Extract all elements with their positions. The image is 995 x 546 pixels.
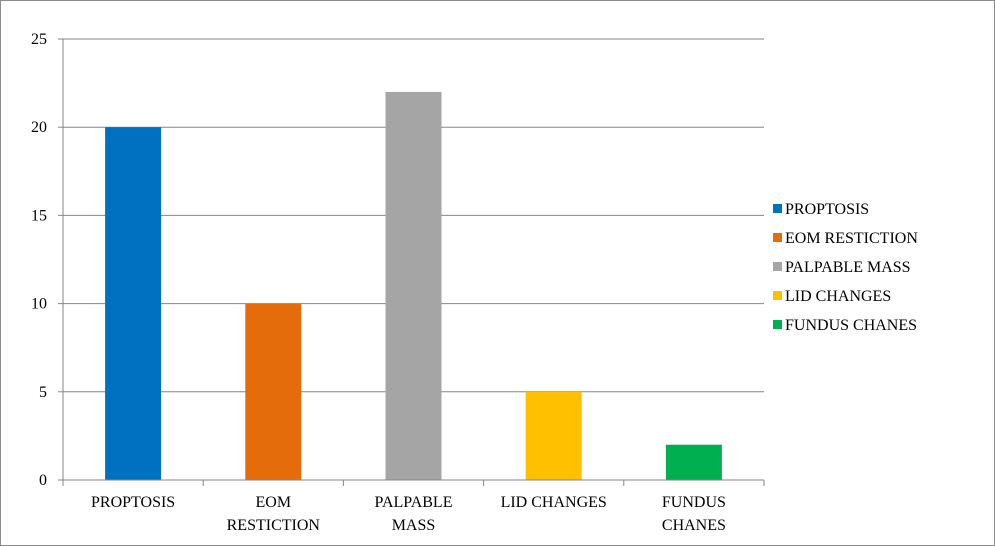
x-tick-label-line: LID CHANGES (501, 494, 607, 511)
y-tick-labels: 0 5 10 15 20 25 (31, 31, 47, 489)
y-tick-label: 5 (39, 384, 47, 401)
x-tick-label: FUNDUS CHANES (662, 494, 726, 534)
legend-swatch (773, 320, 782, 329)
legend: PROPTOSIS EOM RESTICTION PALPABLE MASS LID … (773, 201, 918, 334)
legend-swatch (773, 204, 782, 213)
legend-swatch (773, 291, 782, 300)
x-tick-label: PROPTOSIS (91, 494, 175, 511)
x-tick-label-line: FUNDUS (662, 494, 726, 511)
legend-label: PROPTOSIS (785, 201, 869, 218)
x-tick-label-line: RESTICTION (227, 517, 321, 534)
y-tick-label: 0 (39, 472, 47, 489)
legend-label: FUNDUS CHANES (785, 317, 917, 334)
x-tick-label: EOM RESTICTION (227, 494, 321, 534)
y-tick-label: 15 (31, 207, 47, 224)
axes (58, 38, 765, 486)
bar-palpable-mass (385, 91, 442, 481)
legend-label: EOM RESTICTION (785, 230, 918, 247)
y-tick-label: 25 (31, 31, 47, 48)
x-tick-label-line: CHANES (662, 517, 726, 534)
x-tick-label: LID CHANGES (501, 494, 607, 511)
bars (105, 91, 722, 481)
bar-fundus-chanes (665, 444, 722, 480)
x-tick-label: PALPABLE MASS (375, 494, 453, 534)
y-tick-label: 20 (31, 119, 47, 136)
x-tick-labels: PROPTOSIS EOM RESTICTION PALPABLE MASS LID CH… (91, 494, 726, 534)
x-tick-label-line: MASS (392, 517, 436, 534)
x-tick-label-line: EOM (256, 494, 292, 511)
legend-swatch (773, 262, 782, 271)
bar-proptosis (105, 127, 162, 480)
x-tick-label-line: PALPABLE (375, 494, 453, 511)
bar-eom-restiction (245, 303, 302, 480)
x-tick-label-line: PROPTOSIS (91, 494, 175, 511)
bar-lid-changes (525, 391, 582, 480)
legend-label: LID CHANGES (785, 288, 891, 305)
y-tick-label: 10 (31, 296, 47, 313)
legend-swatch (773, 233, 782, 242)
legend-label: PALPABLE MASS (785, 259, 911, 276)
